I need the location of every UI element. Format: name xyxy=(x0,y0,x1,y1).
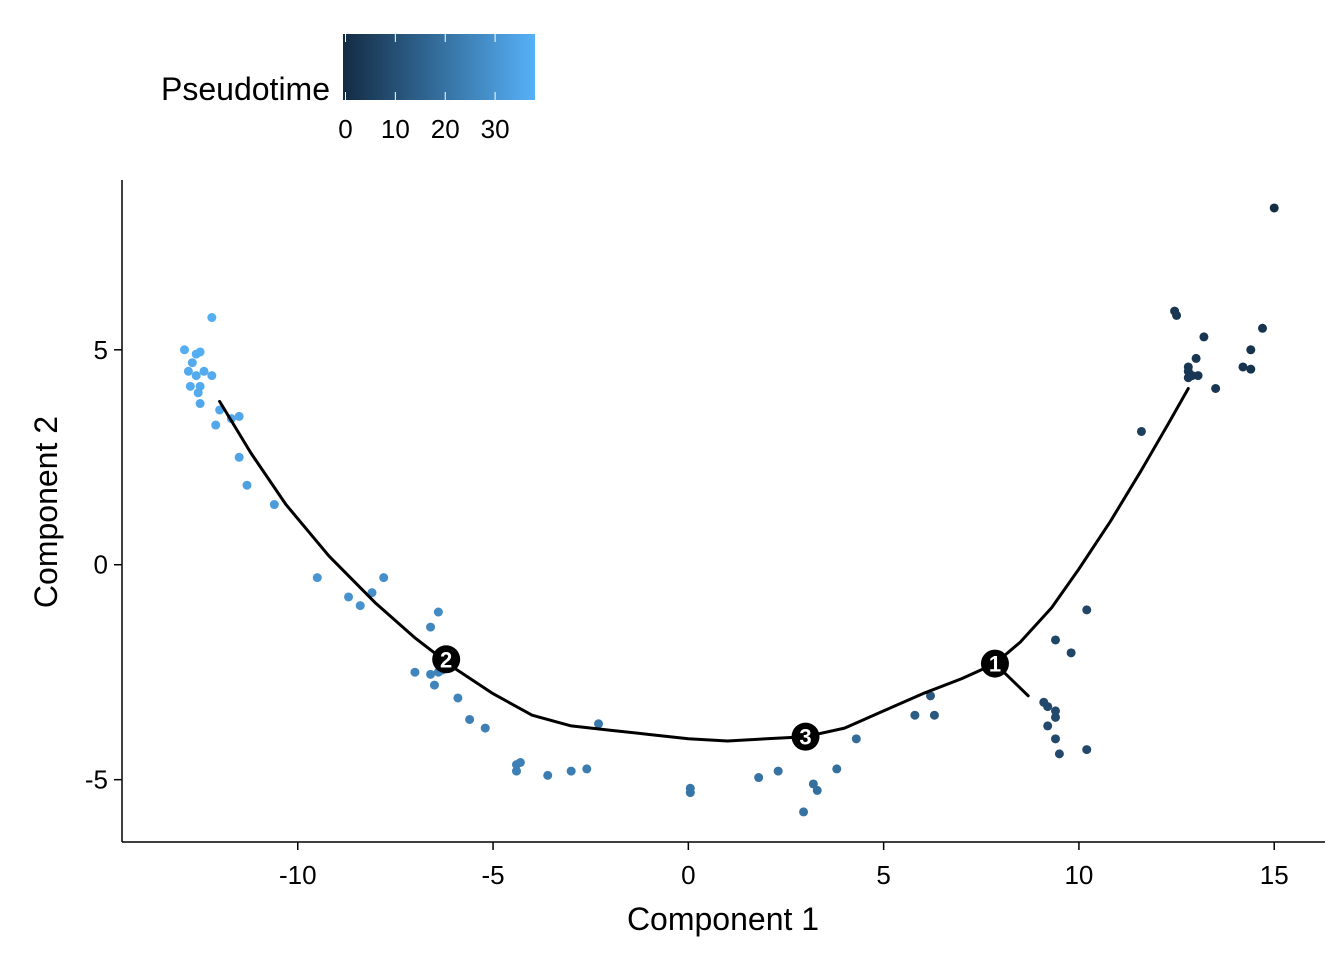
cell-point xyxy=(453,693,463,703)
trajectory-line xyxy=(218,387,1190,743)
branch-point-marker xyxy=(980,649,1009,678)
cell-point xyxy=(808,779,818,789)
cell-point xyxy=(851,734,861,744)
cell-point xyxy=(1054,749,1064,759)
colorbar-tick-label: 30 xyxy=(481,114,510,144)
cell-point xyxy=(1269,203,1279,213)
cell-point xyxy=(207,313,217,323)
x-tick-label: -10 xyxy=(279,860,317,890)
cell-point xyxy=(594,719,604,729)
branch-point-label: 1 xyxy=(989,652,1001,677)
cell-point xyxy=(1136,426,1146,436)
cell-point xyxy=(187,358,197,368)
colorbar-tick-label: 0 xyxy=(338,114,352,144)
cell-point xyxy=(511,766,521,776)
cell-point xyxy=(1258,323,1268,333)
cell-point xyxy=(685,788,695,798)
x-tick-label: 5 xyxy=(876,860,890,890)
x-tick-label: 15 xyxy=(1260,860,1289,890)
legend-title: Pseudotime xyxy=(161,71,330,107)
cell-point xyxy=(1246,364,1256,374)
cell-point xyxy=(410,667,420,677)
cell-point xyxy=(480,723,490,733)
cell-point xyxy=(179,345,189,355)
cell-point xyxy=(379,573,389,583)
cell-point xyxy=(511,760,521,770)
cell-point xyxy=(910,710,920,720)
cell-point xyxy=(1246,345,1256,355)
y-tick-label: -5 xyxy=(85,765,108,795)
cell-point xyxy=(799,807,809,817)
x-axis-ticks: -10 -5 0 5 10 15 xyxy=(279,842,1289,890)
cell-point xyxy=(367,588,377,598)
cell-point xyxy=(1050,706,1060,716)
cell-point xyxy=(199,366,209,376)
cell-point xyxy=(344,592,354,602)
cell-point xyxy=(1082,745,1092,755)
cell-point xyxy=(1066,648,1076,658)
cell-point xyxy=(211,420,221,430)
cell-point xyxy=(191,371,201,381)
cell-point xyxy=(312,573,322,583)
cell-point xyxy=(543,770,553,780)
cell-point xyxy=(812,785,822,795)
branch-points: 1 2 3 xyxy=(432,645,1009,751)
plot-panel: -10 -5 0 5 10 15 -5 0 5 1 2 3 xyxy=(85,180,1325,890)
cell-point xyxy=(1238,362,1248,372)
cell-point xyxy=(185,381,195,391)
cell-point xyxy=(195,399,205,409)
x-tick-label: -5 xyxy=(481,860,504,890)
legend: Pseudotime 0 10 20 30 xyxy=(161,34,535,144)
cell-point xyxy=(269,500,279,510)
cell-point xyxy=(1050,734,1060,744)
cell-point xyxy=(465,714,475,724)
cell-point xyxy=(426,669,436,679)
cell-point xyxy=(582,764,592,774)
cell-point xyxy=(1043,702,1053,712)
cell-point xyxy=(1043,721,1053,731)
colorbar-tick-label: 10 xyxy=(381,114,410,144)
cell-point xyxy=(1050,635,1060,645)
cell-point xyxy=(355,601,365,611)
cell-point xyxy=(1082,605,1092,615)
cell-point xyxy=(1050,712,1060,722)
cell-point xyxy=(183,366,193,376)
cell-point xyxy=(1211,383,1221,393)
y-tick-label: 0 xyxy=(94,550,108,580)
y-axis-ticks: -5 0 5 xyxy=(85,335,122,795)
cell-point xyxy=(832,764,842,774)
cell-point xyxy=(1191,353,1201,363)
cell-point xyxy=(193,388,203,398)
cell-point xyxy=(1193,371,1203,381)
colorbar-tick-label: 20 xyxy=(431,114,460,144)
branch-point-label: 2 xyxy=(440,647,452,672)
cell-point xyxy=(234,452,244,462)
cell-point xyxy=(1172,310,1182,320)
colorbar xyxy=(343,34,535,100)
cell-point xyxy=(234,411,244,421)
cell-point xyxy=(566,766,576,776)
cell-point xyxy=(433,607,443,617)
cell-point xyxy=(195,347,205,357)
x-tick-label: 10 xyxy=(1064,860,1093,890)
cell-point xyxy=(773,766,783,776)
cell-point xyxy=(754,773,764,783)
cell-point xyxy=(207,371,217,381)
branch-point-label: 3 xyxy=(799,725,811,750)
x-axis-title: Component 1 xyxy=(627,901,819,937)
branch-point-marker xyxy=(432,645,461,674)
cell-point xyxy=(929,710,939,720)
x-tick-label: 0 xyxy=(681,860,695,890)
cell-point xyxy=(926,691,936,701)
cell-point xyxy=(426,622,436,632)
cell-point xyxy=(1199,332,1209,342)
cell-point xyxy=(429,680,439,690)
cell-point xyxy=(242,480,252,490)
branch-point-marker xyxy=(791,722,820,751)
colorbar-ticks: 0 10 20 30 xyxy=(338,34,510,144)
y-tick-label: 5 xyxy=(94,335,108,365)
y-axis-title: Component 2 xyxy=(28,416,64,608)
cell-points xyxy=(179,203,1279,817)
